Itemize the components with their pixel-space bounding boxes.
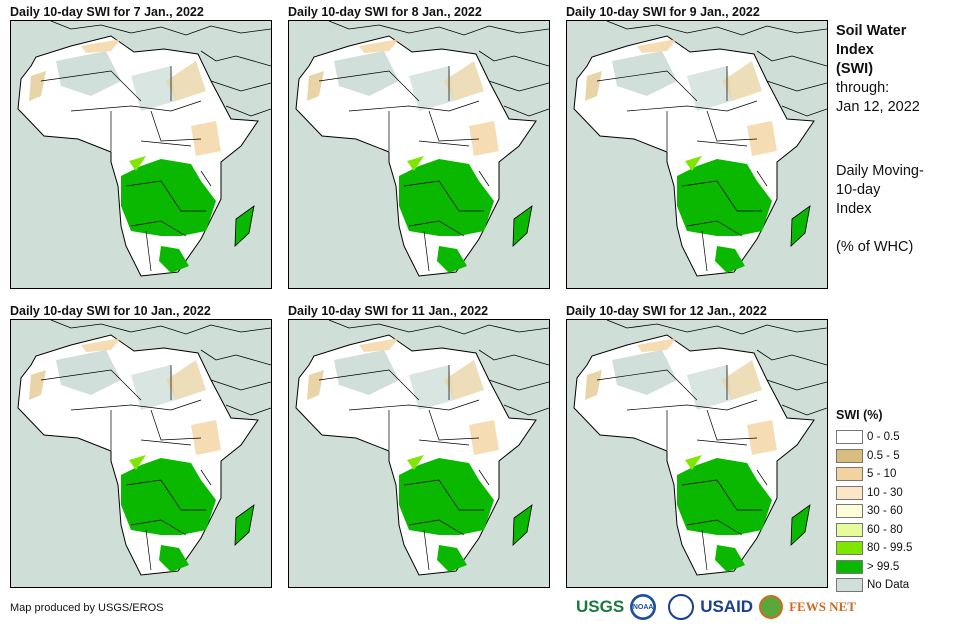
title-line: (SWI) xyxy=(836,61,874,77)
legend-swatch xyxy=(836,559,863,574)
usaid-seal-icon xyxy=(668,594,695,620)
legend-item: 60 - 80 xyxy=(836,521,912,540)
legend-item: 30 - 60 xyxy=(836,502,912,521)
legend-label: 60 - 80 xyxy=(867,523,903,536)
africa-swi-map xyxy=(288,319,550,588)
desc-line: Index xyxy=(836,201,872,217)
legend-item: 0 - 0.5 xyxy=(836,428,912,447)
panel-title: Daily 10-day SWI for 10 Jan., 2022 xyxy=(10,304,211,318)
side-description: Daily Moving- 10-day Index (% of WHC) xyxy=(836,162,924,257)
legend-item: 10 - 30 xyxy=(836,484,912,503)
fewsnet-globe-icon xyxy=(759,595,784,619)
through-date: Jan 12, 2022 xyxy=(836,99,920,115)
legend-label: No Data xyxy=(867,579,910,592)
africa-swi-map xyxy=(566,319,828,588)
panel-title: Daily 10-day SWI for 11 Jan., 2022 xyxy=(288,304,489,318)
usgs-logo: USGS xyxy=(576,597,625,616)
legend-swatch xyxy=(836,578,863,593)
legend-swatch xyxy=(836,504,863,519)
panel-title: Daily 10-day SWI for 8 Jan., 2022 xyxy=(288,5,482,19)
legend-item: 80 - 99.5 xyxy=(836,539,912,558)
africa-swi-map xyxy=(10,319,272,588)
legend-swatch xyxy=(836,430,863,445)
title-line: Soil Water xyxy=(836,23,907,39)
legend-item: No Data xyxy=(836,576,912,595)
usaid-logo: USAID xyxy=(700,597,754,616)
legend-swatch xyxy=(836,448,863,463)
legend-label: 10 - 30 xyxy=(867,486,903,499)
noaa-logo: NOAA xyxy=(630,594,657,620)
legend-swatch xyxy=(836,485,863,500)
desc-line: Daily Moving- xyxy=(836,163,924,179)
legend-swatch xyxy=(836,522,863,537)
legend-item: 5 - 10 xyxy=(836,465,912,484)
legend-label: 5 - 10 xyxy=(867,468,897,481)
title-line: Index xyxy=(836,42,874,58)
legend-item: 0.5 - 5 xyxy=(836,447,912,466)
desc-line: 10-day xyxy=(836,182,881,198)
legend-label: 0 - 0.5 xyxy=(867,431,900,444)
africa-swi-map xyxy=(10,20,272,289)
legend-item: > 99.5 xyxy=(836,558,912,577)
legend-label: 80 - 99.5 xyxy=(867,542,913,555)
legend-swatch xyxy=(836,541,863,556)
through-label: through: xyxy=(836,80,890,96)
legend-label: > 99.5 xyxy=(867,560,900,573)
panel-title: Daily 10-day SWI for 9 Jan., 2022 xyxy=(566,5,760,19)
legend-label: 30 - 60 xyxy=(867,505,903,518)
legend-title: SWI (%) xyxy=(836,408,883,422)
panel-title: Daily 10-day SWI for 7 Jan., 2022 xyxy=(10,5,204,19)
legend-swatch xyxy=(836,467,863,482)
credit-text: Map produced by USGS/EROS xyxy=(10,602,164,614)
legend: SWI (%) 0 - 0.5 0.5 - 5 5 - 10 10 - 30 30 - … xyxy=(836,408,912,595)
fewsnet-logo: FEWS NET xyxy=(789,599,856,614)
panel-title: Daily 10-day SWI for 12 Jan., 2022 xyxy=(566,304,767,318)
legend-label: 0.5 - 5 xyxy=(867,449,900,462)
side-title: Soil Water Index (SWI) through: Jan 12, … xyxy=(836,22,920,117)
logo-strip: USGS NOAA USAID FEWS NET xyxy=(576,594,856,620)
africa-swi-map xyxy=(288,20,550,289)
units-label: (% of WHC) xyxy=(836,239,914,255)
africa-swi-map xyxy=(566,20,828,289)
